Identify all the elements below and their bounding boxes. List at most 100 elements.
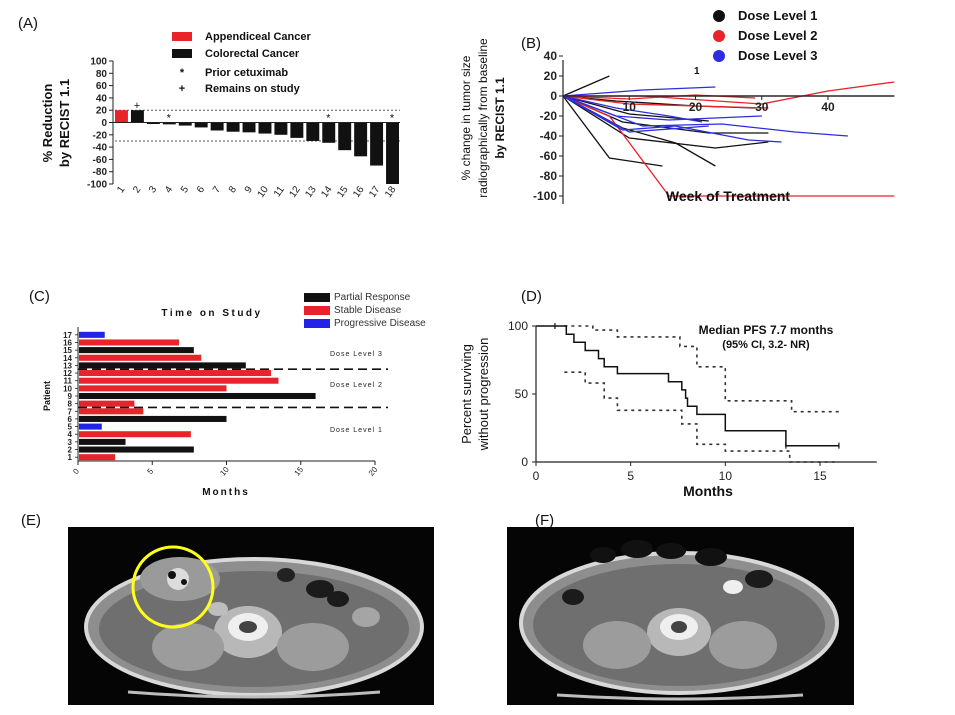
b-series-line-dose3-16 [562,95,709,133]
c-chart-title: Time on Study [161,308,262,319]
c-bar-patient-5 [79,423,102,430]
a-legend-symbol-asterisk: * [180,67,185,79]
a-bar-18 [386,122,399,184]
a-x-tick-label: 14 [319,184,335,200]
c-y-tick-label: 17 [63,331,72,340]
a-x-tick-label: 16 [351,184,367,200]
b-y-axis-label-line: by RECIST 1.1 [493,77,507,159]
a-legend-label: Appendiceal Cancer [205,31,311,43]
c-y-tick-label: 8 [68,400,73,409]
c-y-tick-label: 4 [68,430,73,439]
a-x-tick-label: 7 [211,184,223,195]
c-y-axis-label: Patient [42,381,52,411]
a-bar-10 [258,122,272,134]
c-x-tick-label: 20 [367,465,380,478]
panel-label-d: (D) [521,288,542,305]
c-legend-swatch-2 [304,319,330,328]
b-y-tick-label: -20 [540,109,558,123]
a-legend-swatch-0 [172,32,192,41]
b-series-line-dose1-4 [562,95,769,149]
c-legend-swatch-0 [304,293,330,302]
c-y-tick-label: 3 [68,438,73,447]
chart-a-waterfall: 1 2 3 4 5 6 7 8 9 10 11 12 13 14 15 16 17 18* * *+100806040… [40,31,400,200]
ct-scan-e [68,527,434,705]
b-x-tick-label: 20 [689,100,703,114]
chart-d-kaplan-meier: 0 50 100 0 5 10 15 Months Percent surviving witho… [459,319,877,499]
b-x-tick-label: 30 [755,100,769,114]
c-group-label: Dose Level 3 [330,351,383,358]
d-median-pfs-annotation: Median PFS 7.7 months [699,323,834,337]
a-bar-4 [162,122,176,125]
b-series-line-dose1-0 [562,75,610,97]
b-legend-marker-0 [713,10,725,22]
a-y-tick-label: -20 [93,130,108,141]
c-bar-patient-17 [79,331,105,338]
c-y-tick-label: 12 [63,369,72,378]
a-x-tick-label: 2 [131,184,143,195]
c-bar-patient-10 [79,385,227,392]
a-x-tick-label: 1 [115,184,127,195]
a-x-tick-label: 13 [303,184,319,200]
a-bar-6 [194,122,208,128]
c-y-tick-label: 2 [68,446,73,455]
a-bar-9 [242,122,256,133]
a-y-tick-label: -60 [93,155,108,166]
a-bar-1 [115,110,128,123]
b-y-axis-label-line: % change in tumor size [459,55,473,180]
a-legend-label: Prior cetuximab [205,67,288,79]
c-y-tick-label: 7 [68,407,73,416]
a-y-tick-label: 0 [101,118,107,129]
b-y-axis-label: % change in tumor size radiographically f… [459,38,507,198]
a-y-axis-label-line: % Reduction [40,84,55,163]
c-x-tick-label: 10 [218,465,231,478]
c-y-tick-label: 9 [68,392,73,401]
c-y-tick-label: 16 [63,338,72,347]
d-y-tick-label: 0 [521,455,528,469]
a-bar-3 [146,122,160,124]
d-ci-lower-line [564,371,839,463]
d-y-axis-label-line: without progression [476,338,491,452]
d-x-axis-label: Months [683,483,733,499]
b-y-tick-label: 0 [550,89,557,103]
c-legend-label: Stable Disease [334,305,402,316]
c-x-tick-label: 15 [293,465,306,478]
c-y-tick-label: 15 [63,346,72,355]
c-bar-patient-2 [79,446,194,453]
d-y-axis-label-line: Percent surviving [459,344,474,444]
a-y-tick-label: -80 [93,167,108,178]
b-legend-label: Dose Level 3 [738,48,818,63]
c-bar-patient-12 [79,370,272,377]
a-bar-17 [370,122,384,166]
a-bar-11 [274,122,288,135]
c-legend-label: Progressive Disease [334,318,426,329]
panel-label-f: (F) [535,512,554,529]
a-x-tick-label: 9 [243,184,255,195]
a-x-tick-label: 15 [335,184,351,200]
a-x-tick-label: 17 [367,184,383,200]
c-bar-patient-9 [79,392,316,400]
a-x-tick-label: 6 [195,184,207,195]
c-bar-patient-16 [79,339,179,346]
b-y-tick-label: -40 [540,129,558,143]
c-group-label: Dose Level 2 [330,382,383,389]
c-y-tick-label: 1 [68,453,73,462]
c-x-tick-label: 0 [71,466,81,476]
a-bar-annotation-asterisk: * [326,113,331,125]
b-y-tick-label: 20 [544,69,558,83]
c-x-tick-label: 5 [145,466,155,476]
a-bar-7 [210,122,224,131]
b-series-line-dose3-17 [562,95,848,137]
a-x-tick-label: 5 [179,184,191,195]
b-legend-label: Dose Level 2 [738,28,818,43]
a-y-tick-label: 20 [96,106,108,117]
b-x-tick-label: 10 [623,100,637,114]
c-y-tick-label: 6 [68,415,73,424]
a-x-tick-label: 11 [272,184,287,199]
a-legend-symbol-plus: + [179,83,185,95]
d-km-curve [536,325,839,447]
a-bar-16 [354,122,368,157]
c-group-label: Dose Level 1 [330,427,383,434]
a-x-tick-label: 8 [227,184,239,195]
